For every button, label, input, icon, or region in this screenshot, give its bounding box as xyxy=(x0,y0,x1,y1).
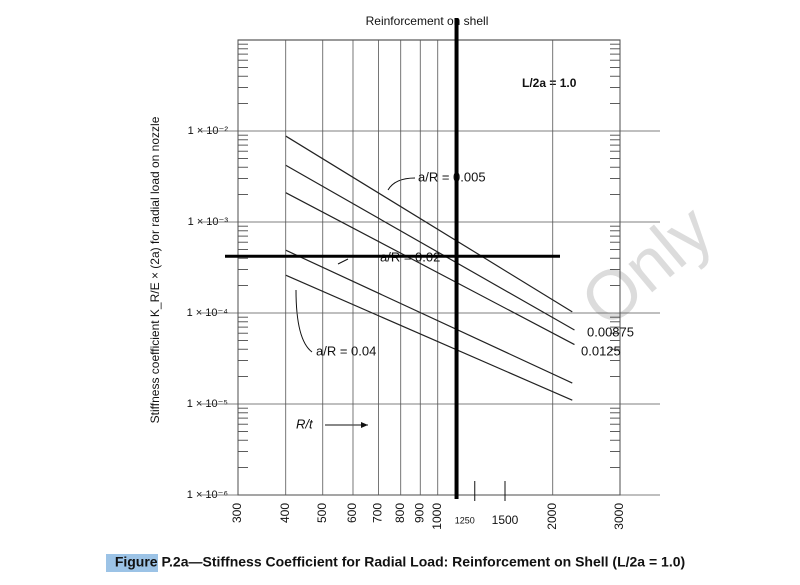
x-tick-label: 1500 xyxy=(492,513,519,527)
x-tick-label: 400 xyxy=(278,503,292,523)
x-tick-label: 600 xyxy=(345,503,359,523)
series-label: 0.00875 xyxy=(587,324,634,339)
x-tick-label: 1250 xyxy=(455,515,475,525)
arrow-head xyxy=(361,422,368,428)
x-tick-label: 800 xyxy=(393,503,407,523)
x-tick-label: 3000 xyxy=(612,503,626,530)
series-line xyxy=(285,249,573,384)
highlight xyxy=(106,554,158,572)
x-tick-label: 300 xyxy=(230,503,244,523)
arrow xyxy=(387,177,416,191)
series-line xyxy=(285,135,573,313)
annotation: L/2a = 1.0 xyxy=(522,76,577,90)
watermark: Only xyxy=(566,190,726,342)
x-tick-label: 2000 xyxy=(545,503,559,530)
series-label: 0.0125 xyxy=(581,343,621,358)
chart-title: Reinforcement on shell xyxy=(366,14,489,28)
arrow xyxy=(295,289,313,353)
series-line xyxy=(285,164,575,331)
x-tick-label: 500 xyxy=(315,503,329,523)
series-line xyxy=(285,274,573,401)
caption: Figure P.2a—Stiffness Coefficient for Ra… xyxy=(115,554,685,570)
x-tick-label: 900 xyxy=(412,503,426,523)
arrow xyxy=(337,258,349,265)
series-line xyxy=(285,192,575,346)
x-tick-label: 700 xyxy=(371,503,385,523)
y-axis-label: Stiffness coefficient K_R/E × (2a) for r… xyxy=(148,116,162,423)
series-label: a/R = 0.04 xyxy=(316,343,376,358)
x-tick-label: 1000 xyxy=(430,503,444,530)
series-label: a/R = 0.005 xyxy=(418,169,486,184)
annotation: R/t xyxy=(296,416,314,431)
